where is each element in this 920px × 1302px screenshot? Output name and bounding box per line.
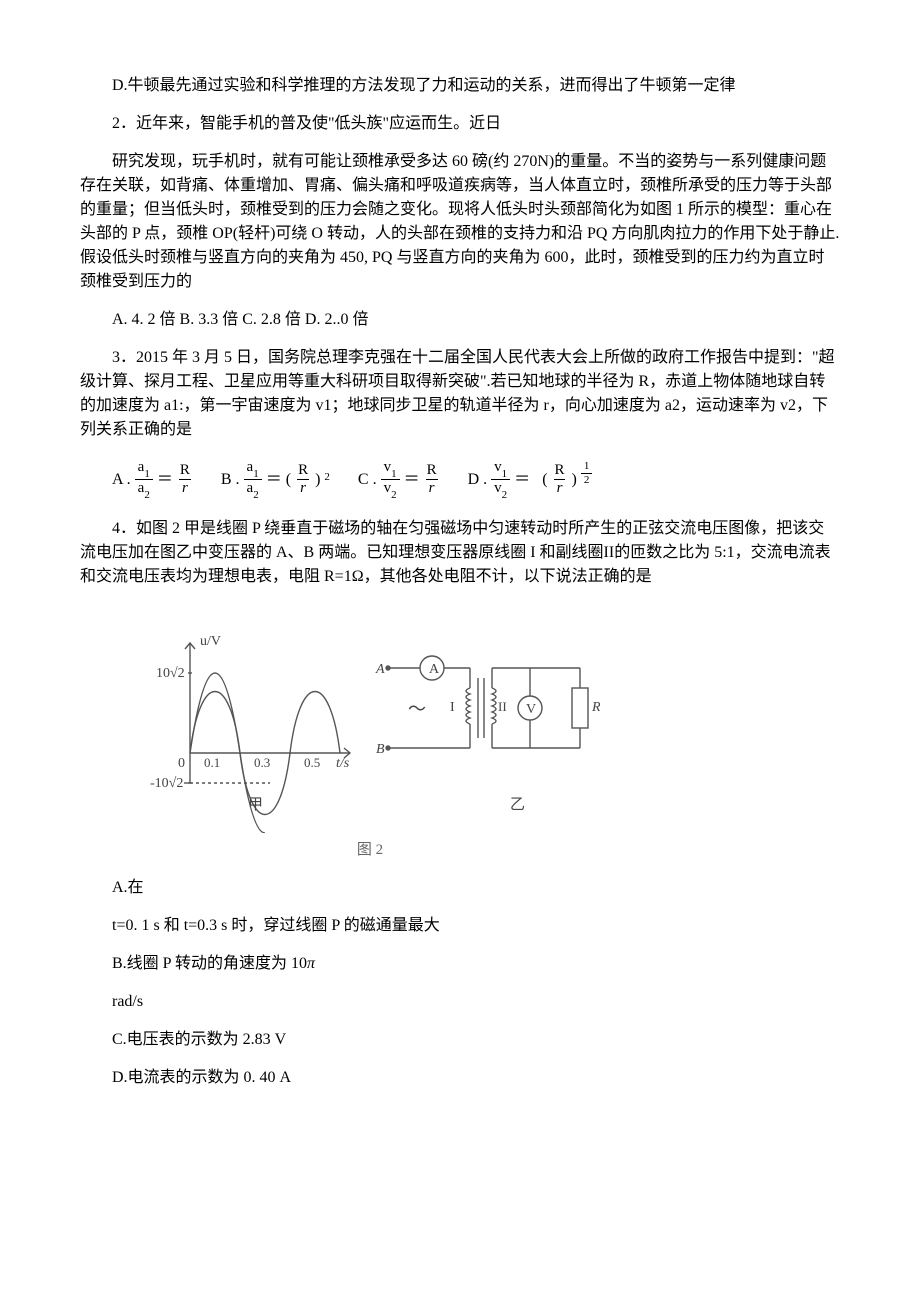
- axis-u-label: u/V: [200, 634, 221, 649]
- axis-t-label: t/s: [336, 756, 350, 771]
- eq: ＝: [514, 468, 530, 492]
- q3-formula-options: A . a1 a2 ＝ R r B . a1 a2 ＝ ( R r )2 C .…: [112, 460, 840, 499]
- origin-zero: 0: [178, 756, 185, 771]
- figure-2-diagram: u/V 10√2 -10√2 0 0.1 0.3 0.5 t/s A B A I…: [140, 603, 600, 833]
- q4-opt-d: D.电流表的示数为 0. 40 A: [80, 1066, 840, 1090]
- q4-body: 4．如图 2 甲是线圈 P 绕垂直于磁场的轴在匀强磁场中匀速转动时所产生的正弦交…: [80, 517, 840, 589]
- xtick-3: 0.5: [304, 755, 320, 770]
- q2-lead: 2．近年来，智能手机的普及使"低头族"应运而生。近日: [80, 112, 840, 136]
- q3-opt-d: D . v1 v2 ＝ ( R r ) 1 2: [468, 460, 593, 499]
- secondary-II: II: [498, 699, 507, 714]
- eq: ＝: [266, 468, 282, 492]
- q4-opt-a-pre: A.在: [80, 876, 840, 900]
- xtick-1: 0.1: [204, 755, 220, 770]
- frac-Rr-b: R r: [295, 463, 311, 496]
- label-yi: 乙: [510, 797, 525, 813]
- ytick-neg: -10√2: [150, 776, 183, 791]
- q1-option-d: D.牛顿最先通过实验和科学推理的方法发现了力和运动的关系，进而得出了牛顿第一定律: [80, 74, 840, 98]
- q4-opt-b-unit: rad/s: [80, 990, 840, 1014]
- frac-Rr-c: R r: [424, 463, 440, 496]
- xtick-2: 0.3: [254, 755, 270, 770]
- voltmeter-label: V: [526, 702, 536, 717]
- opt-label: D .: [468, 468, 488, 492]
- resistor-R: R: [591, 700, 600, 715]
- ytick-pos: 10√2: [156, 666, 185, 681]
- terminal-A: A: [375, 662, 385, 677]
- frac-Rr-d: R r: [552, 463, 568, 496]
- q4-opt-a-body: t=0. 1 s 和 t=0.3 s 时，穿过线圈 P 的磁通量最大: [80, 914, 840, 938]
- opt-label: C .: [358, 468, 377, 492]
- q2-body: 研究发现，玩手机时，就有可能让颈椎承受多达 60 磅(约 270N)的重量。不当…: [80, 150, 840, 294]
- q3-opt-a: A . a1 a2 ＝ R r: [112, 460, 193, 499]
- opt-label: A .: [112, 468, 131, 492]
- q3-opt-c: C . v1 v2 ＝ R r: [358, 460, 440, 499]
- figure-2-caption: 图 2: [140, 839, 600, 862]
- eq: ＝: [404, 468, 420, 492]
- ammeter-label: A: [429, 662, 440, 677]
- terminal-B: B: [376, 742, 385, 757]
- q3-body: 3．2015 年 3 月 5 日，国务院总理李克强在十二届全国人民代表大会上所做…: [80, 346, 840, 442]
- frac-a1a2-b: a1 a2: [244, 460, 262, 499]
- eq: ＝: [157, 468, 173, 492]
- label-jia: 甲: [248, 797, 263, 813]
- pi-symbol: π: [307, 955, 315, 972]
- frac-v1v2-d: v1 v2: [491, 460, 510, 499]
- frac-Rr: R r: [177, 463, 193, 496]
- frac-v1v2: v1 v2: [381, 460, 400, 499]
- opt-label: B .: [221, 468, 240, 492]
- primary-I: I: [450, 700, 455, 715]
- ac-tilde: ～: [408, 699, 426, 719]
- q3-opt-b: B . a1 a2 ＝ ( R r )2: [221, 460, 330, 499]
- q4-opt-c: C.电压表的示数为 2.83 V: [80, 1028, 840, 1052]
- q2-options: A. 4. 2 倍 B. 3.3 倍 C. 2.8 倍 D. 2..0 倍: [80, 308, 840, 332]
- frac-a1a2: a1 a2: [135, 460, 153, 499]
- exp-half: 1 2: [581, 461, 593, 486]
- q4-opt-b: B.线圈 P 转动的角速度为 10π: [80, 952, 840, 976]
